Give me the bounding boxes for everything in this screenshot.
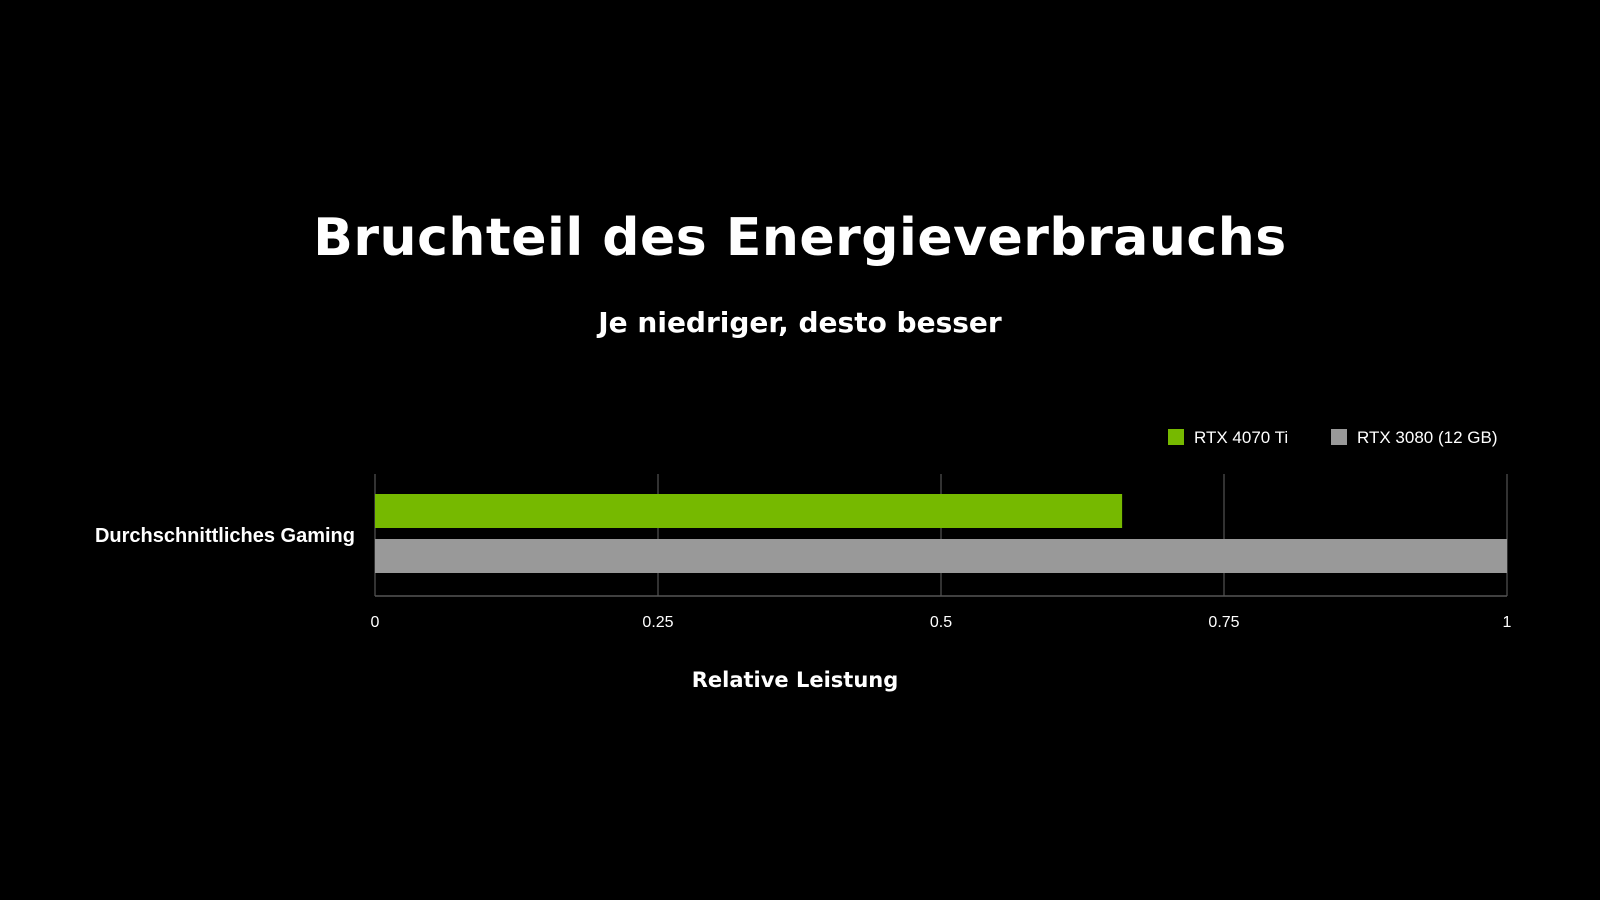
legend: RTX 4070 Ti RTX 3080 (12 GB) [1168, 428, 1497, 447]
category-label-0: Durchschnittliches Gaming [95, 525, 355, 547]
chart-title: Bruchteil des Energieverbrauchs [313, 208, 1287, 268]
x-axis: 0 0.25 0.5 0.75 1 [371, 595, 1512, 631]
bars [375, 494, 1507, 573]
category-labels: Durchschnittliches Gaming [95, 525, 355, 547]
x-tick-label-0: 0 [371, 614, 380, 631]
legend-item-0: RTX 4070 Ti [1168, 428, 1288, 447]
x-tick-label-2: 0.5 [930, 614, 952, 631]
bar-rtx-3080-12gb[interactable] [375, 539, 1507, 573]
x-tick-label-4: 1 [1503, 614, 1512, 631]
legend-swatch-0 [1168, 429, 1184, 445]
x-tick-label-3: 0.75 [1208, 614, 1239, 631]
gridlines [374, 474, 1508, 596]
legend-label-1: RTX 3080 (12 GB) [1357, 428, 1497, 447]
x-axis-title: Relative Leistung [692, 668, 899, 692]
legend-swatch-1 [1331, 429, 1347, 445]
legend-label-0: RTX 4070 Ti [1194, 428, 1288, 447]
legend-item-1: RTX 3080 (12 GB) [1331, 428, 1497, 447]
chart-subtitle: Je niedriger, desto besser [598, 306, 1002, 339]
x-tick-label-1: 0.25 [642, 614, 673, 631]
bar-rtx-4070-ti[interactable] [375, 494, 1123, 528]
